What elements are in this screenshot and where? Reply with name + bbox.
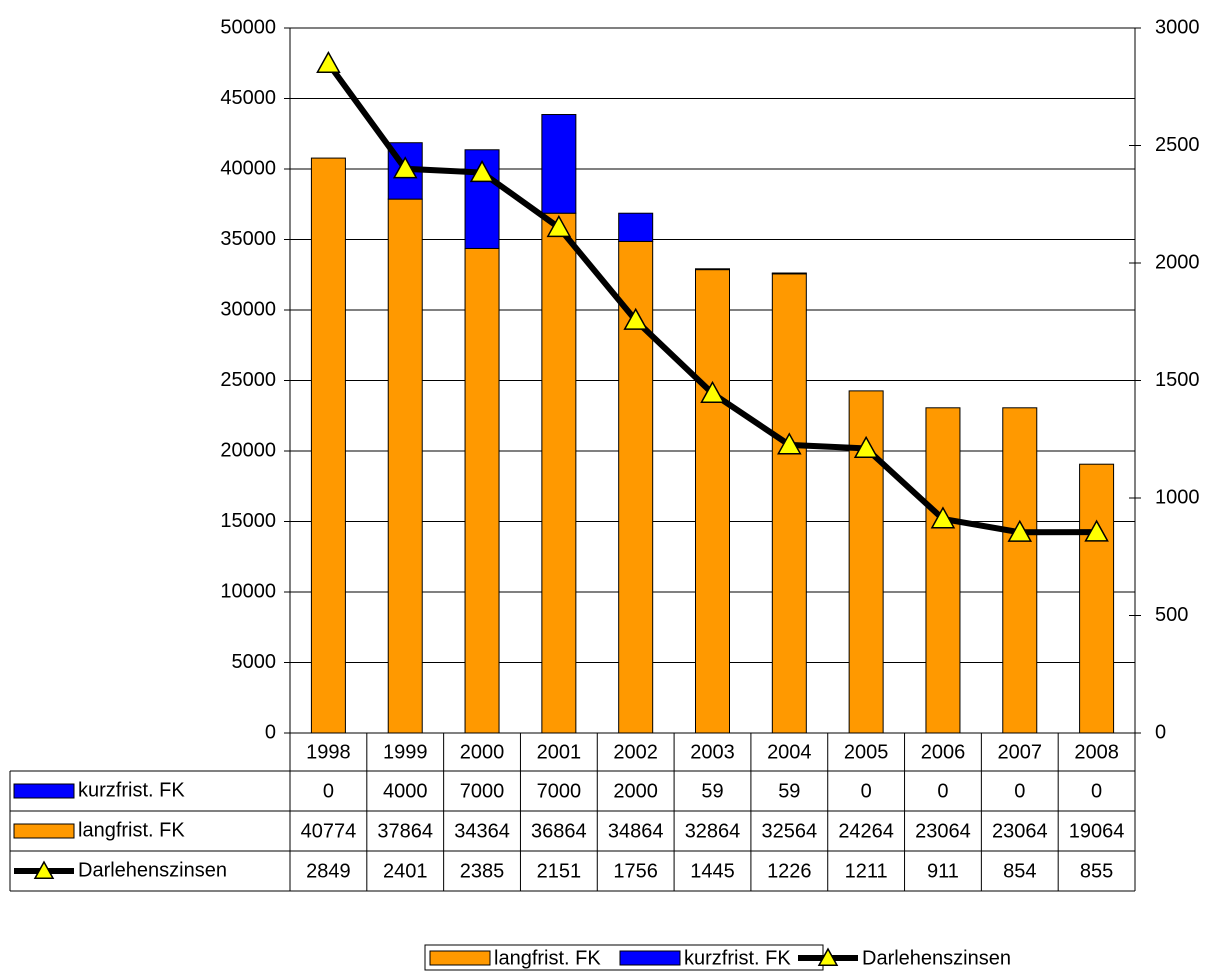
legend-key [33, 860, 55, 879]
marker [546, 214, 572, 238]
legend-key [13, 783, 75, 799]
table-value: 2401 [383, 860, 428, 882]
y2-tick-label: 3000 [1155, 16, 1200, 38]
table-value: 1226 [767, 860, 812, 882]
y-tick-label: 15000 [220, 510, 276, 532]
marker [1084, 519, 1109, 542]
marker [623, 307, 648, 330]
table-value: 0 [1014, 780, 1025, 802]
y2-tick-label: 1000 [1155, 486, 1200, 508]
marker [930, 506, 956, 529]
bar [925, 407, 961, 734]
marker [853, 435, 879, 458]
y2-tick-label: 2500 [1155, 134, 1200, 156]
table-value: 24264 [838, 820, 894, 842]
y-tick-label: 45000 [220, 87, 276, 109]
y2-tick-label: 0 [1155, 721, 1166, 743]
table-value: 2385 [460, 860, 505, 882]
bar [387, 198, 423, 734]
table-value: 0 [861, 780, 872, 802]
table-value: 23064 [992, 820, 1048, 842]
table-value: 0 [937, 780, 948, 802]
marker [316, 50, 341, 74]
table-value: 1756 [613, 860, 658, 882]
marker [469, 159, 495, 183]
x-tick-label: 2002 [613, 741, 658, 763]
bar [541, 212, 577, 734]
y-tick-label: 20000 [220, 439, 276, 461]
table-value: 34864 [608, 820, 664, 842]
x-tick-label: 1999 [383, 741, 428, 763]
bar [464, 247, 500, 734]
table-value: 59 [701, 780, 723, 802]
legend-label: Darlehenszinsen [78, 859, 227, 881]
table-value: 0 [323, 780, 334, 802]
legend-key [619, 950, 681, 966]
legend-key [13, 823, 75, 839]
bar [1079, 463, 1115, 734]
x-tick-label: 2005 [844, 741, 889, 763]
legend-key [429, 950, 491, 966]
y-tick-label: 0 [265, 721, 276, 743]
table-value: 37864 [377, 820, 433, 842]
table-value: 7000 [537, 780, 582, 802]
legend-label: langfrist. FK [78, 819, 185, 841]
table-value: 1211 [845, 860, 888, 882]
table-value: 7000 [460, 780, 505, 802]
y2-tick-label: 500 [1155, 604, 1188, 626]
table-value: 59 [778, 780, 800, 802]
table-value: 23064 [915, 820, 971, 842]
x-tick-label: 2001 [537, 741, 582, 763]
y2-tick-label: 1500 [1155, 369, 1200, 391]
legend-key [817, 947, 839, 966]
y-tick-label: 40000 [220, 157, 276, 179]
legend-label: langfrist. FK [494, 947, 601, 969]
table-value: 36864 [531, 820, 587, 842]
marker [1007, 519, 1033, 542]
y-tick-label: 50000 [220, 16, 276, 38]
table-value: 0 [1091, 780, 1102, 802]
bar [771, 273, 807, 734]
table-value: 32864 [685, 820, 741, 842]
table-value: 34364 [454, 820, 510, 842]
y2-tick-label: 2000 [1155, 251, 1200, 273]
table-value: 2000 [613, 780, 658, 802]
marker [777, 432, 802, 455]
y-tick-label: 5000 [232, 651, 277, 673]
bar [618, 212, 654, 242]
legend-label: kurzfrist. FK [684, 947, 791, 969]
legend-label: Darlehenszinsen [862, 947, 1011, 969]
x-tick-label: 2006 [921, 741, 966, 763]
bar [771, 272, 807, 275]
table-value: 2849 [306, 860, 351, 882]
table-value: 19064 [1069, 820, 1125, 842]
table-value: 2151 [537, 860, 582, 882]
x-tick-label: 2008 [1074, 741, 1119, 763]
bar [541, 114, 577, 214]
x-tick-label: 1998 [306, 741, 351, 763]
y-tick-label: 30000 [220, 298, 276, 320]
x-tick-label: 2003 [690, 741, 735, 763]
table-value: 911 [927, 860, 959, 882]
table-value: 32564 [762, 820, 818, 842]
table-value: 855 [1080, 860, 1113, 882]
y-tick-label: 35000 [220, 228, 276, 250]
legend-label: kurzfrist. FK [78, 779, 185, 801]
x-tick-label: 2004 [767, 741, 812, 763]
marker [700, 380, 725, 403]
bar [695, 268, 730, 271]
table-value: 4000 [383, 780, 428, 802]
bar [695, 269, 730, 734]
bar [1002, 407, 1038, 734]
marker [392, 156, 418, 179]
y-tick-label: 10000 [220, 580, 276, 602]
table-value: 1445 [690, 860, 735, 882]
y-tick-label: 25000 [220, 369, 276, 391]
x-tick-label: 2000 [460, 741, 505, 763]
table-value: 854 [1003, 860, 1036, 882]
table-value: 40774 [301, 820, 357, 842]
x-tick-label: 2007 [998, 741, 1043, 763]
bar [310, 157, 346, 734]
